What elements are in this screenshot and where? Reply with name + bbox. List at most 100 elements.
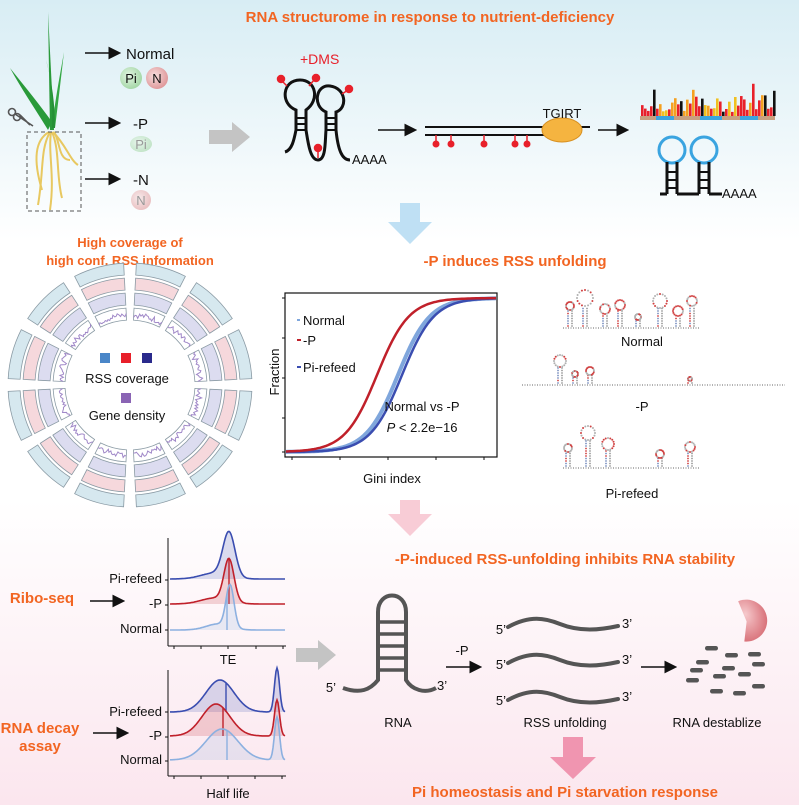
loop-base bbox=[584, 289, 586, 291]
reactivity-bar-profile bbox=[640, 83, 776, 120]
base bbox=[557, 382, 559, 384]
base bbox=[606, 325, 608, 327]
loop-base bbox=[580, 429, 583, 432]
base bbox=[617, 317, 619, 320]
loop-base bbox=[604, 448, 607, 451]
strand3-3prime: 3’ bbox=[622, 689, 632, 704]
base bbox=[661, 310, 663, 312]
stat-p-symbol: P bbox=[387, 420, 396, 435]
reactivity-bar bbox=[680, 101, 683, 116]
rice-plant-illustration bbox=[10, 12, 82, 212]
unfolded-rna-strands bbox=[506, 616, 620, 705]
base bbox=[657, 317, 659, 320]
base bbox=[617, 320, 619, 322]
gene-density-line bbox=[69, 422, 94, 445]
reactivity-bar bbox=[656, 108, 659, 116]
loop-base bbox=[564, 357, 567, 360]
base bbox=[576, 379, 578, 382]
base bbox=[693, 312, 695, 315]
rna-fragment bbox=[738, 672, 751, 677]
condition-minus-p-label: -P bbox=[133, 116, 148, 133]
loop-base bbox=[612, 445, 615, 448]
loop-base bbox=[592, 368, 595, 371]
loop-base bbox=[689, 304, 692, 307]
structure-label-minus-p: -P bbox=[636, 399, 649, 414]
loop-base bbox=[690, 441, 693, 444]
base bbox=[602, 320, 604, 322]
circos-track-segment bbox=[22, 335, 46, 381]
base bbox=[557, 374, 559, 377]
loop-base bbox=[587, 366, 590, 369]
reactivity-bar bbox=[740, 96, 743, 116]
cdf-plot-frame bbox=[284, 292, 498, 458]
base bbox=[606, 322, 608, 325]
condition-minus-n-label: -N bbox=[133, 172, 149, 189]
rss-unfolding-label: RSS unfolding bbox=[523, 715, 606, 730]
base bbox=[586, 325, 588, 327]
loop-base bbox=[623, 302, 626, 305]
loop-base bbox=[563, 447, 565, 449]
base bbox=[587, 379, 589, 382]
loop-base bbox=[608, 309, 611, 312]
gene-density-line bbox=[98, 313, 127, 325]
loop-base bbox=[601, 445, 604, 448]
loop-base bbox=[573, 305, 575, 307]
loop-base bbox=[587, 425, 589, 427]
base bbox=[569, 465, 571, 467]
loop-base bbox=[692, 304, 695, 307]
base bbox=[689, 315, 691, 317]
loop-base bbox=[692, 449, 695, 452]
loop-base bbox=[576, 297, 578, 299]
loop-base bbox=[691, 295, 693, 297]
loop-base bbox=[672, 310, 674, 312]
te-pi-refeed-fill bbox=[170, 531, 285, 579]
loop-base bbox=[617, 308, 620, 311]
loop-base bbox=[690, 377, 693, 380]
loop-base bbox=[593, 434, 596, 437]
base bbox=[582, 307, 584, 310]
base bbox=[609, 455, 611, 457]
base bbox=[605, 462, 607, 465]
circos-track-segment bbox=[189, 444, 233, 488]
base bbox=[635, 325, 637, 327]
rt-stop-dot bbox=[432, 140, 440, 148]
hl-xlabel: Half life bbox=[206, 786, 249, 801]
rna-fragment bbox=[686, 678, 699, 683]
cdf-legend-pi-refeed: Pi-refeed bbox=[303, 360, 356, 375]
decay-label-line1: RNA decay bbox=[1, 720, 80, 737]
base bbox=[617, 312, 619, 315]
loop-base bbox=[559, 354, 561, 356]
base bbox=[585, 465, 587, 467]
loop-base bbox=[675, 314, 678, 317]
loop-base bbox=[594, 432, 596, 434]
process-arrow-1 bbox=[209, 122, 250, 152]
circos-track-segment bbox=[134, 277, 180, 301]
loop-base bbox=[689, 441, 691, 443]
base bbox=[589, 447, 591, 450]
base bbox=[687, 465, 689, 467]
loop-base bbox=[622, 300, 625, 303]
reactivity-bar bbox=[764, 95, 767, 116]
loop-base bbox=[686, 300, 688, 302]
base bbox=[679, 317, 681, 320]
base bbox=[687, 452, 689, 455]
base bbox=[589, 442, 591, 445]
loop-base bbox=[609, 448, 612, 451]
loop-base bbox=[587, 439, 589, 441]
base bbox=[661, 462, 663, 465]
hl-track-pi-refeed: Pi-refeed bbox=[109, 704, 162, 719]
loop-base bbox=[672, 311, 675, 314]
loop-base bbox=[569, 309, 571, 311]
circos-track-segment bbox=[7, 390, 33, 441]
loop-base bbox=[600, 304, 603, 307]
rna-fragment bbox=[752, 684, 765, 689]
hairpin-5prime: 5’ bbox=[326, 680, 336, 695]
gene-density-line bbox=[58, 388, 71, 417]
base bbox=[675, 317, 677, 320]
loop-base bbox=[607, 437, 609, 439]
loop-base bbox=[615, 300, 618, 303]
base bbox=[561, 382, 563, 384]
base bbox=[586, 310, 588, 312]
te-pi-refeed-curve bbox=[170, 530, 285, 580]
base bbox=[609, 465, 611, 467]
